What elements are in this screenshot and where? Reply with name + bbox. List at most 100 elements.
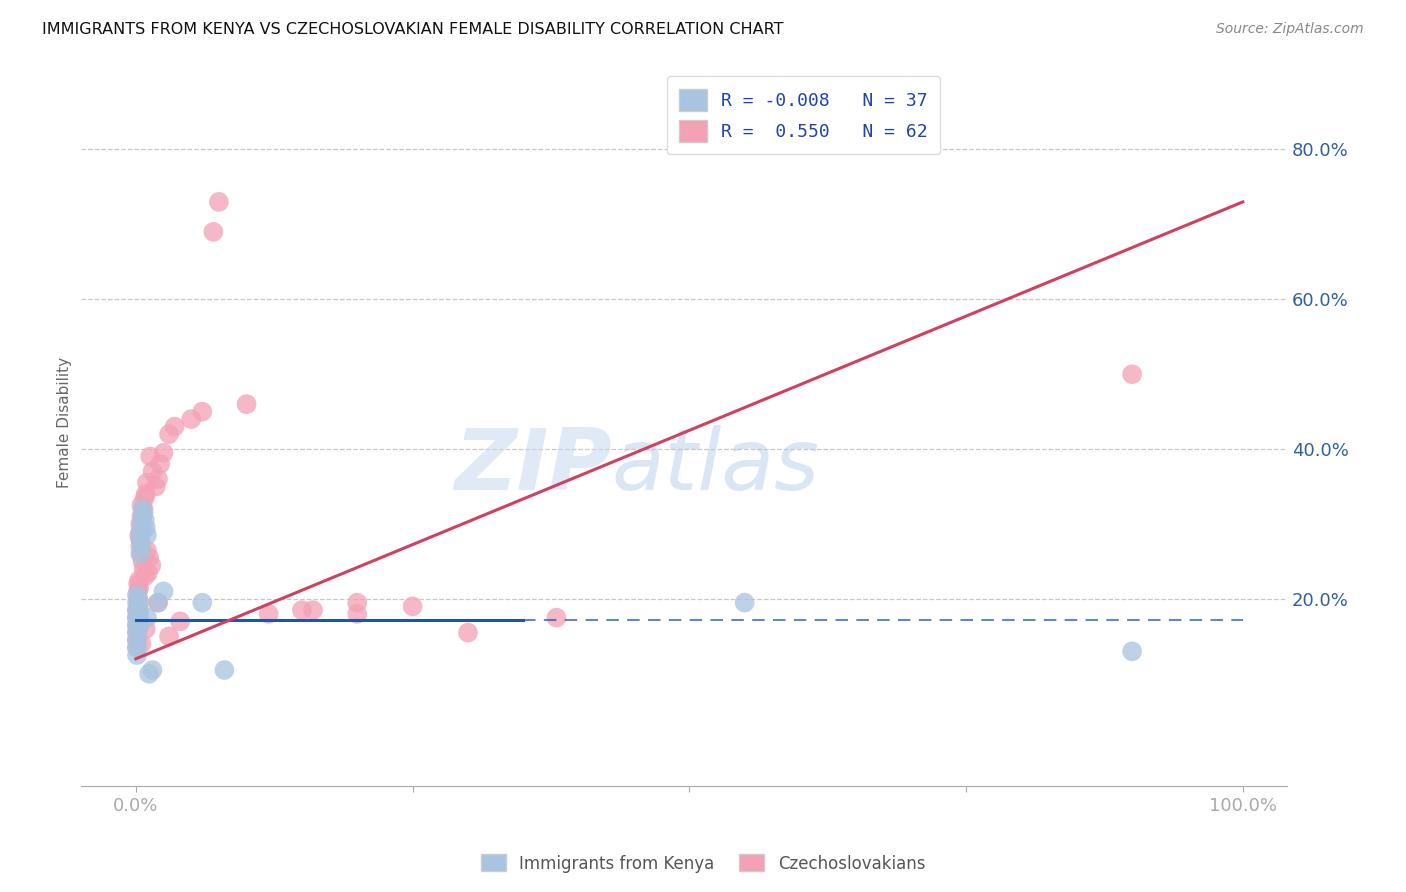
Point	[138, 666, 160, 681]
Point	[302, 603, 325, 617]
Point	[1121, 644, 1143, 658]
Point	[132, 502, 155, 516]
Point	[125, 633, 148, 648]
Point	[734, 596, 756, 610]
Point	[146, 596, 169, 610]
Point	[152, 584, 174, 599]
Point	[131, 547, 153, 561]
Point	[128, 610, 150, 624]
Point	[127, 615, 149, 629]
Point	[129, 524, 152, 539]
Point	[136, 543, 159, 558]
Text: Source: ZipAtlas.com: Source: ZipAtlas.com	[1216, 22, 1364, 37]
Point	[125, 596, 148, 610]
Point	[169, 615, 191, 629]
Point	[141, 558, 163, 573]
Point	[136, 610, 159, 624]
Point	[128, 528, 150, 542]
Point	[131, 509, 153, 524]
Point	[346, 596, 368, 610]
Point	[127, 622, 149, 636]
Point	[125, 603, 148, 617]
Point	[128, 573, 150, 587]
Point	[152, 446, 174, 460]
Y-axis label: Female Disability: Female Disability	[58, 358, 72, 489]
Point	[401, 599, 423, 614]
Point	[125, 588, 148, 602]
Point	[129, 540, 152, 554]
Point	[131, 524, 153, 539]
Point	[128, 603, 150, 617]
Point	[145, 479, 167, 493]
Point	[127, 607, 149, 621]
Point	[146, 472, 169, 486]
Point	[132, 506, 155, 520]
Point	[125, 633, 148, 648]
Point	[257, 607, 280, 621]
Point	[141, 663, 163, 677]
Point	[127, 607, 149, 621]
Point	[191, 404, 214, 418]
Point	[136, 566, 159, 580]
Point	[139, 450, 162, 464]
Point	[134, 491, 156, 505]
Point	[163, 419, 186, 434]
Point	[125, 610, 148, 624]
Point	[235, 397, 257, 411]
Point	[136, 475, 159, 490]
Point	[125, 640, 148, 655]
Point	[125, 625, 148, 640]
Point	[129, 516, 152, 531]
Point	[131, 637, 153, 651]
Point	[191, 596, 214, 610]
Point	[127, 591, 149, 606]
Point	[129, 532, 152, 546]
Text: ZIP: ZIP	[454, 425, 612, 508]
Point	[134, 569, 156, 583]
Point	[131, 509, 153, 524]
Point	[131, 516, 153, 531]
Point	[125, 603, 148, 617]
Point	[135, 622, 157, 636]
Point	[128, 581, 150, 595]
Legend: Immigrants from Kenya, Czechoslovakians: Immigrants from Kenya, Czechoslovakians	[474, 847, 932, 880]
Legend: R = -0.008   N = 37, R =  0.550   N = 62: R = -0.008 N = 37, R = 0.550 N = 62	[666, 76, 941, 154]
Point	[129, 532, 152, 546]
Point	[149, 457, 172, 471]
Text: IMMIGRANTS FROM KENYA VS CZECHOSLOVAKIAN FEMALE DISABILITY CORRELATION CHART: IMMIGRANTS FROM KENYA VS CZECHOSLOVAKIAN…	[42, 22, 783, 37]
Point	[127, 622, 149, 636]
Point	[138, 550, 160, 565]
Point	[132, 562, 155, 576]
Point	[457, 625, 479, 640]
Point	[134, 513, 156, 527]
Point	[346, 607, 368, 621]
Text: atlas: atlas	[612, 425, 820, 508]
Point	[135, 521, 157, 535]
Point	[127, 577, 149, 591]
Point	[214, 663, 236, 677]
Point	[157, 427, 180, 442]
Point	[128, 618, 150, 632]
Point	[127, 599, 149, 614]
Point	[146, 596, 169, 610]
Point	[129, 547, 152, 561]
Point	[141, 465, 163, 479]
Point	[131, 498, 153, 512]
Point	[131, 554, 153, 568]
Point	[125, 625, 148, 640]
Point	[202, 225, 225, 239]
Point	[128, 596, 150, 610]
Point	[135, 487, 157, 501]
Point	[127, 584, 149, 599]
Point	[208, 194, 231, 209]
Point	[128, 610, 150, 624]
Point	[136, 528, 159, 542]
Point	[125, 640, 148, 655]
Point	[127, 615, 149, 629]
Point	[127, 591, 149, 606]
Point	[125, 618, 148, 632]
Point	[291, 603, 314, 617]
Point	[125, 648, 148, 662]
Point	[180, 412, 202, 426]
Point	[157, 629, 180, 643]
